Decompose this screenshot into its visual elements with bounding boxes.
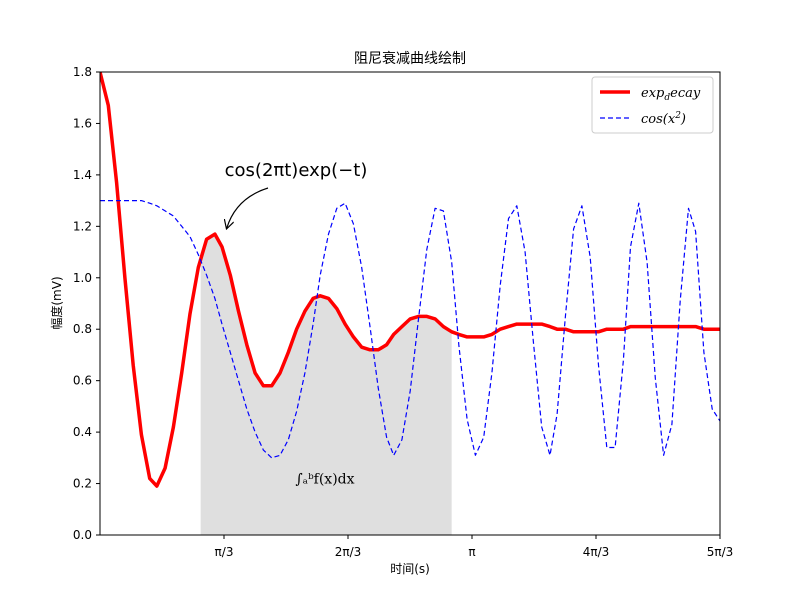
integral-shaded-region bbox=[200, 234, 452, 536]
legend: expdecay cos(x2) bbox=[591, 76, 714, 134]
y-tick-label: 0.4 bbox=[73, 425, 92, 439]
shaded-region-layer bbox=[200, 234, 452, 536]
x-tick-label: π/3 bbox=[215, 545, 234, 559]
x-axis-label: 时间(s) bbox=[390, 562, 430, 576]
y-tick-label: 0.0 bbox=[73, 528, 92, 542]
integral-label: ∫ₐᵇf(x)dx bbox=[295, 472, 354, 488]
series-line-exp-decay bbox=[100, 72, 720, 488]
series-line-cos-x2 bbox=[100, 200, 720, 459]
series-layer bbox=[100, 72, 720, 488]
legend-label: cos(x2) bbox=[641, 111, 686, 127]
annotation-layer: cos(2πt)exp(−t) ∫ₐᵇf(x)dx bbox=[225, 160, 368, 488]
y-tick-label: 0.6 bbox=[73, 374, 92, 388]
y-tick-label: 1.6 bbox=[73, 116, 92, 130]
y-tick-label: 0.2 bbox=[73, 477, 92, 491]
plot-frame bbox=[99, 71, 721, 536]
annotation-arrow bbox=[227, 187, 269, 228]
y-tick-label: 1.2 bbox=[73, 219, 92, 233]
y-tick-label: 1.8 bbox=[73, 65, 92, 79]
y-tick-label: 1.4 bbox=[73, 168, 92, 182]
x-tick-label: 5π/3 bbox=[707, 545, 734, 559]
legend-label: expdecay bbox=[641, 86, 701, 103]
y-tick-label: 0.8 bbox=[73, 322, 92, 336]
y-axis-label: 幅度(mV) bbox=[49, 276, 64, 329]
annotation-label: cos(2πt)exp(−t) bbox=[225, 160, 368, 181]
chart-title: 阻尼衰减曲线绘制 bbox=[354, 50, 466, 67]
x-tick-label: π bbox=[468, 545, 475, 559]
x-tick-label: 4π/3 bbox=[583, 545, 610, 559]
axes-layer: 0.0 0.2 0.4 0.6 0.8 1.0 1.2 1.4 1.6 1.8 π/3 2π/3 π 4π… bbox=[73, 65, 733, 559]
x-tick-label: 2π/3 bbox=[335, 545, 362, 559]
y-tick-label: 1.0 bbox=[73, 271, 92, 285]
